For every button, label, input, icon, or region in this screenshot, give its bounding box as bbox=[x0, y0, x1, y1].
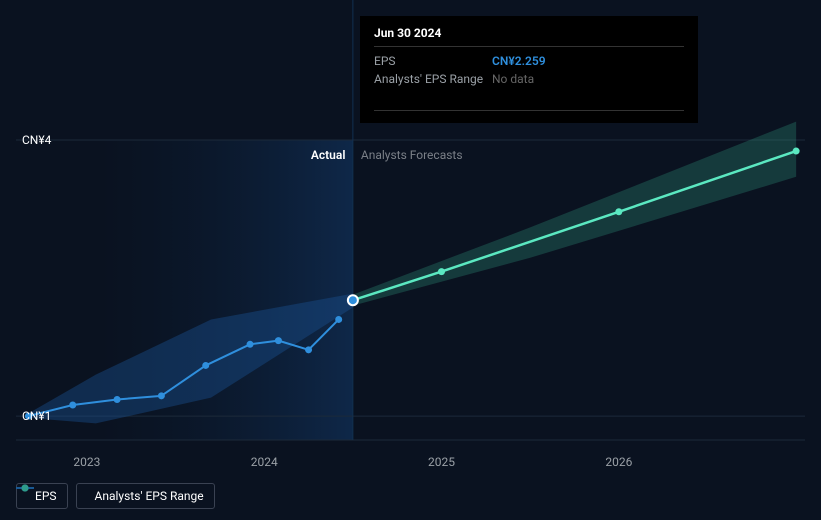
tooltip-row-label: EPS bbox=[374, 54, 492, 68]
x-tick-label: 2023 bbox=[73, 455, 100, 469]
x-tick-label: 2024 bbox=[251, 455, 278, 469]
tooltip-divider bbox=[374, 110, 684, 111]
x-tick-label: 2025 bbox=[428, 455, 455, 469]
eps-forecast-chart: Jun 30 2024 EPSCN¥2.259Analysts' EPS Ran… bbox=[0, 0, 821, 520]
section-label-actual: Actual bbox=[311, 148, 346, 162]
legend-item-label: EPS bbox=[35, 489, 57, 503]
tooltip-row-value: CN¥2.259 bbox=[492, 54, 684, 68]
tooltip-date: Jun 30 2024 bbox=[374, 26, 684, 47]
chart-tooltip: Jun 30 2024 EPSCN¥2.259Analysts' EPS Ran… bbox=[360, 16, 698, 123]
tooltip-row: EPSCN¥2.259 bbox=[374, 52, 684, 70]
section-label-forecast: Analysts Forecasts bbox=[361, 148, 463, 162]
x-tick-label: 2026 bbox=[605, 455, 632, 469]
legend-item-label: Analysts' EPS Range bbox=[95, 489, 204, 503]
chart-legend: EPS Analysts' EPS Range bbox=[16, 483, 215, 509]
y-tick-label: CN¥4 bbox=[22, 133, 51, 147]
legend-item[interactable]: Analysts' EPS Range bbox=[76, 483, 215, 509]
tooltip-row-label: Analysts' EPS Range bbox=[374, 72, 492, 86]
tooltip-row-value: No data bbox=[492, 72, 684, 86]
tooltip-row: Analysts' EPS RangeNo data bbox=[374, 70, 684, 88]
y-tick-label: CN¥1 bbox=[22, 409, 51, 423]
